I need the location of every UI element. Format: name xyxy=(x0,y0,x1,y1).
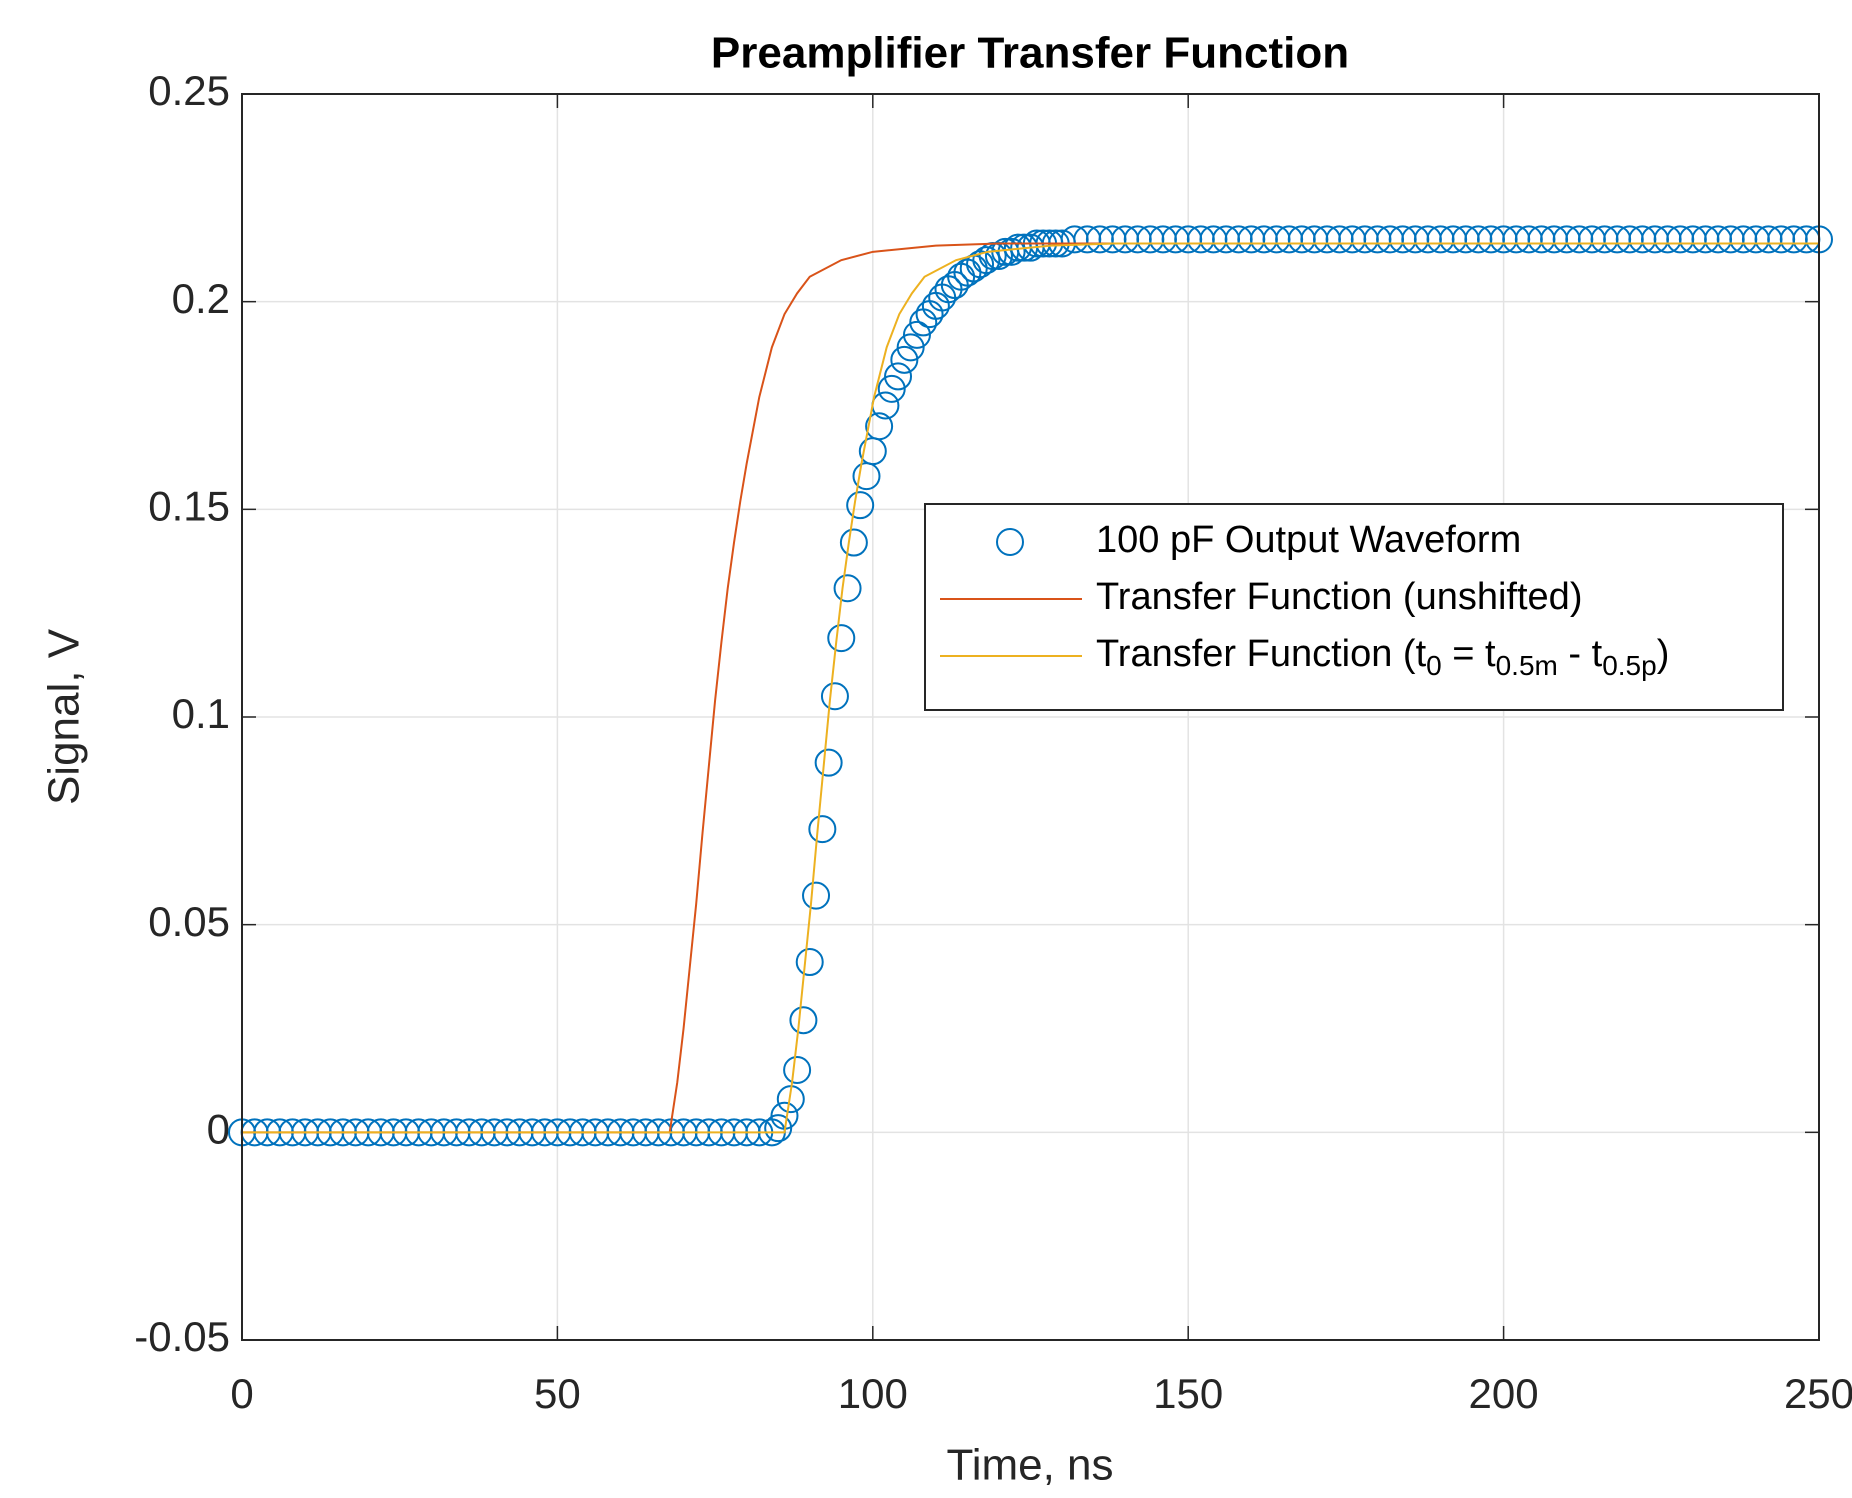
axes-box xyxy=(241,93,1820,1341)
data-line xyxy=(242,242,1819,1134)
legend-label: 100 pF Output Waveform xyxy=(1096,519,1521,561)
x-tick-label: 150 xyxy=(1153,1370,1223,1417)
chart-title: Preamplifier Transfer Function xyxy=(711,29,1349,78)
x-tick-label: 200 xyxy=(1469,1370,1539,1417)
legend-marker xyxy=(996,528,1024,556)
x-tick-label: 100 xyxy=(838,1370,908,1417)
y-tick-label: 0.2 xyxy=(172,275,230,322)
data-point xyxy=(884,362,913,391)
data-point xyxy=(764,1114,793,1143)
data-line xyxy=(242,242,1819,1134)
data-point xyxy=(833,574,862,603)
data-point xyxy=(827,624,856,653)
data-point xyxy=(877,374,906,403)
y-tick-label: 0.05 xyxy=(148,898,230,945)
y-tick-label: 0.1 xyxy=(172,690,230,737)
data-point xyxy=(783,1056,812,1085)
data-point xyxy=(972,246,1001,275)
data-point xyxy=(802,881,831,910)
x-axis-label: Time, ns xyxy=(946,1441,1113,1490)
y-tick-label: -0.05 xyxy=(134,1313,230,1360)
data-point xyxy=(902,320,931,349)
y-tick-label: 0 xyxy=(207,1105,230,1152)
data-point xyxy=(997,237,1026,266)
x-tick-label: 0 xyxy=(230,1370,253,1417)
legend-label: Transfer Function (t0 = t0.5m - t0.5p) xyxy=(1096,633,1669,681)
data-point xyxy=(820,682,849,711)
data-point xyxy=(896,333,925,362)
legend-box xyxy=(924,503,1784,711)
x-tick-label: 250 xyxy=(1784,1370,1852,1417)
data-point xyxy=(795,948,824,977)
legend: 100 pF Output Waveform Transfer Function … xyxy=(924,503,1784,711)
data-point xyxy=(808,815,837,844)
data-point xyxy=(890,345,919,374)
y-tick-label: 0.25 xyxy=(148,67,230,114)
data-point xyxy=(865,412,894,441)
data-point xyxy=(839,528,868,557)
legend-label: Transfer Function (unshifted) xyxy=(1096,576,1582,618)
data-point xyxy=(814,748,843,777)
x-tick-label: 50 xyxy=(534,1370,581,1417)
data-point xyxy=(846,491,875,520)
y-axis-label: Signal, V xyxy=(40,628,89,805)
data-point xyxy=(789,1006,818,1035)
y-tick-label: 0.15 xyxy=(148,482,230,529)
